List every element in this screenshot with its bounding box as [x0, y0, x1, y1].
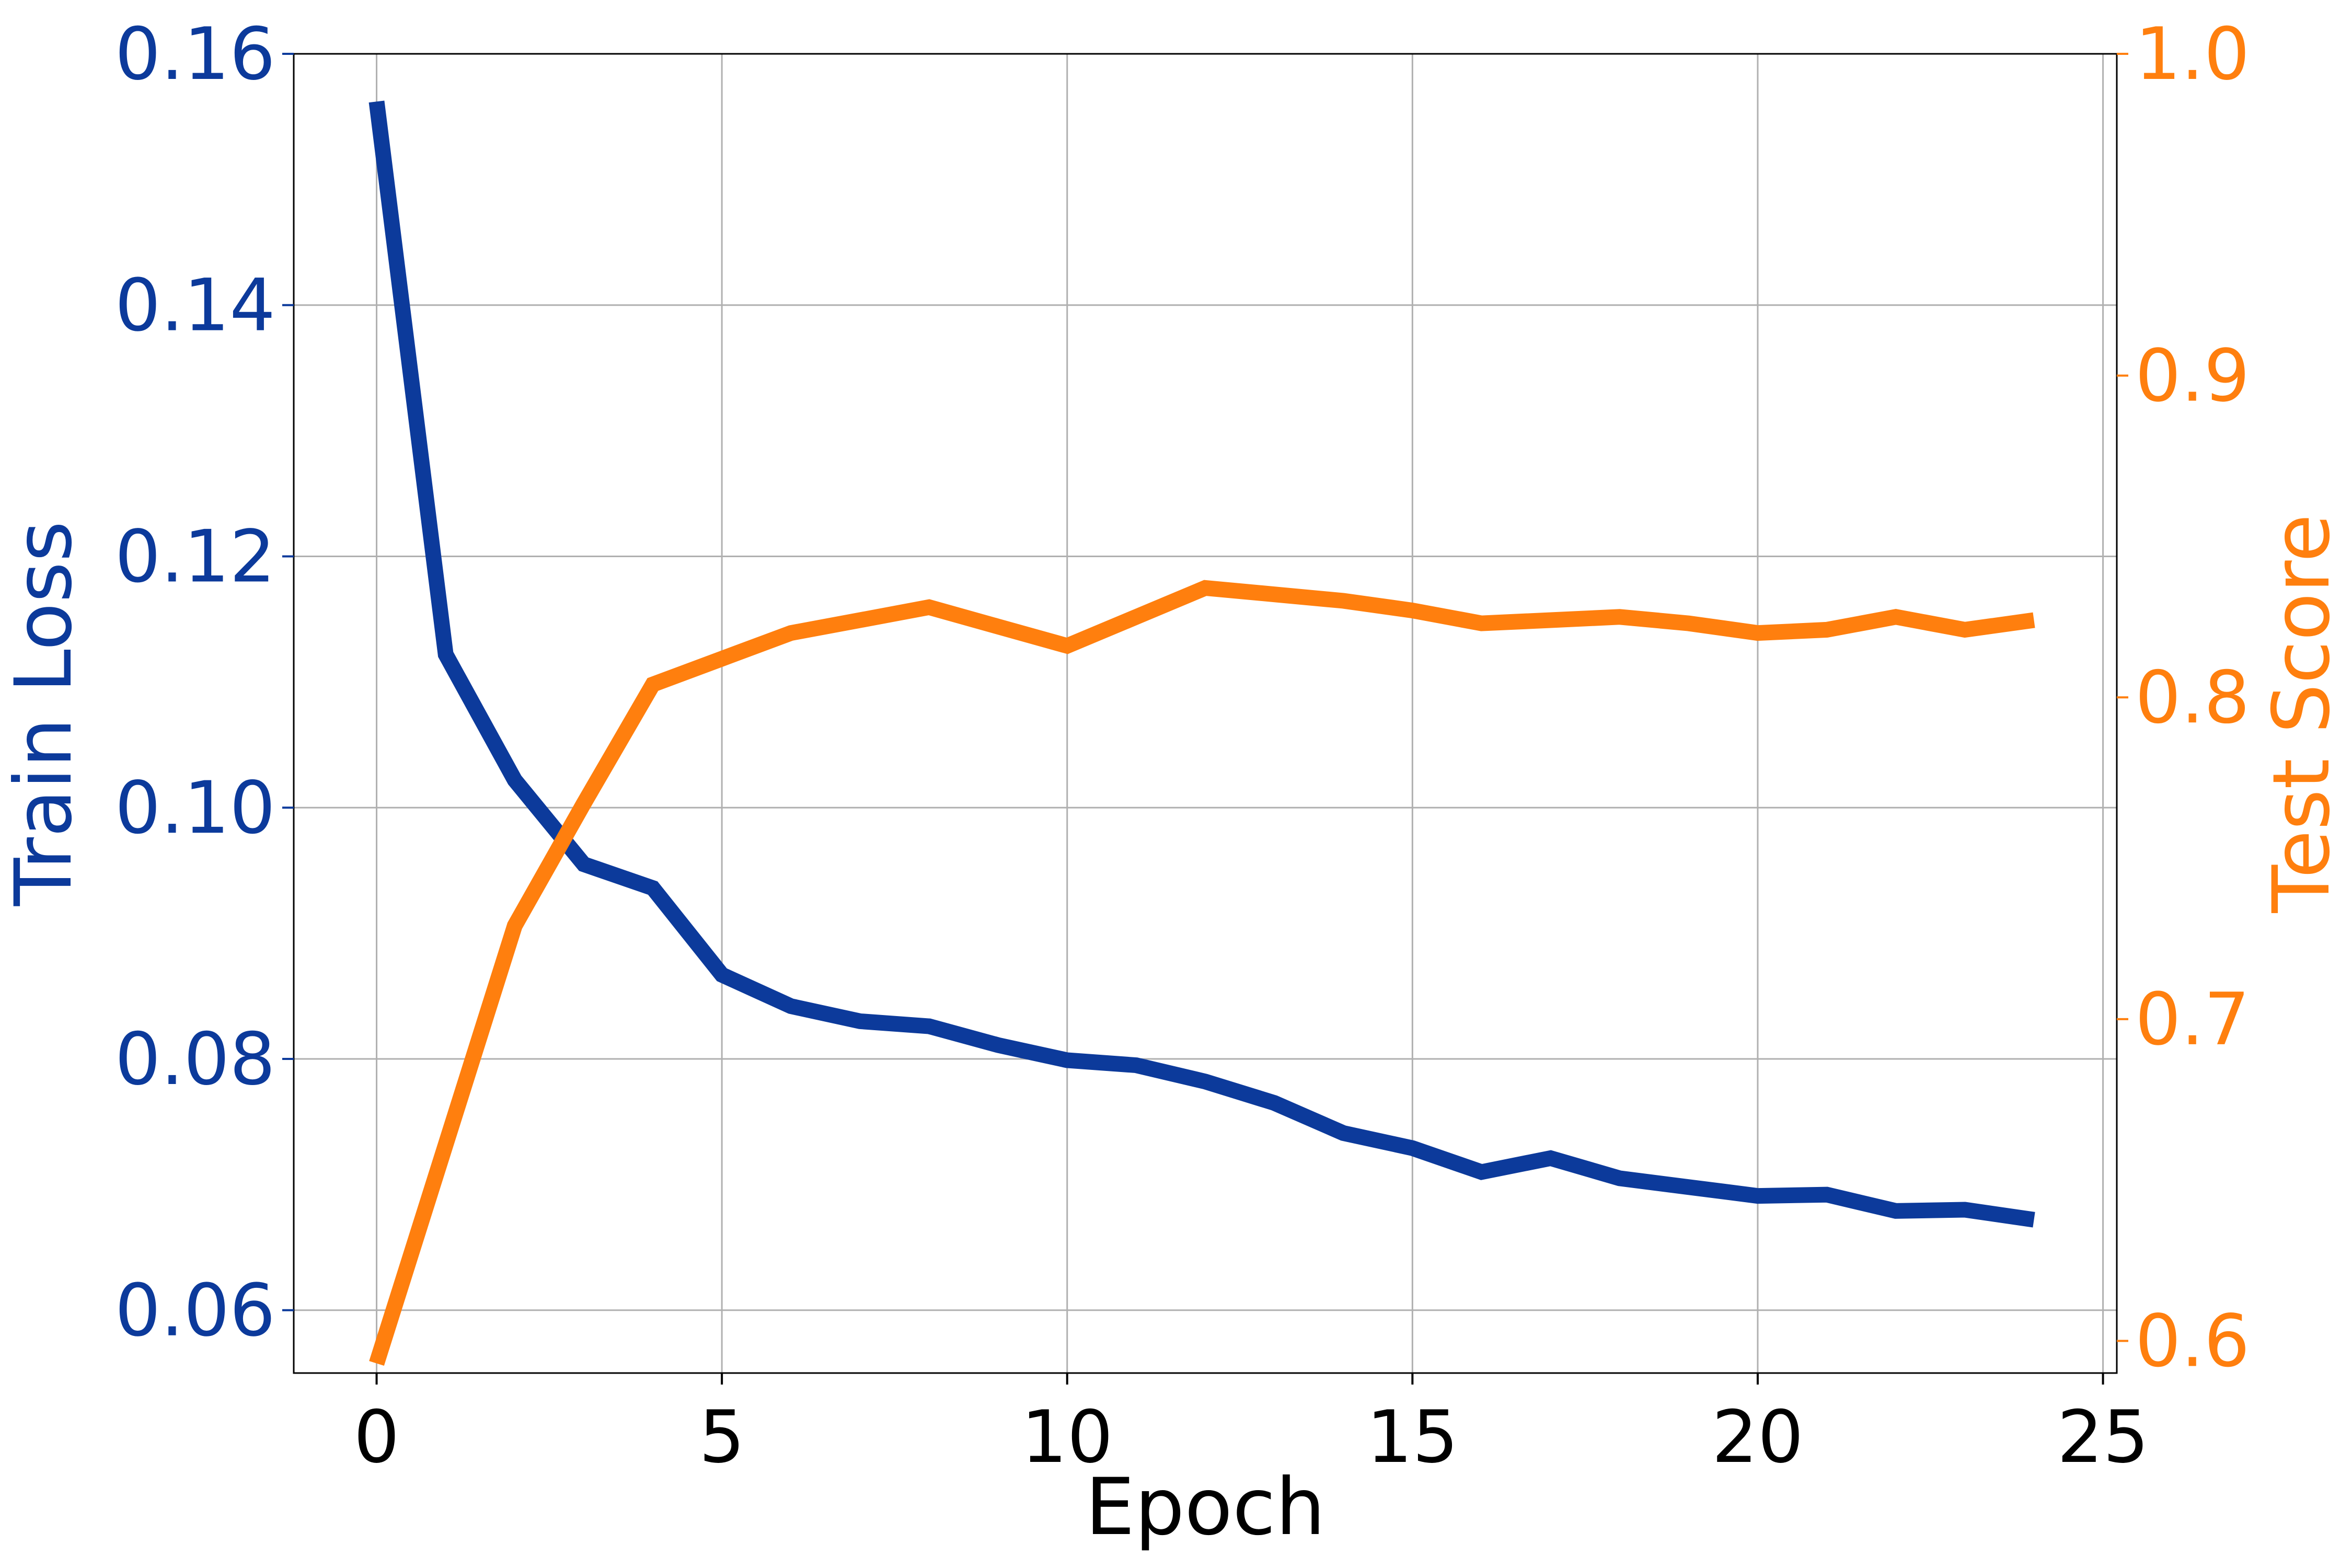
left-y-tick-label: 0.06	[115, 1269, 275, 1353]
x-tick-label: 10	[1021, 1395, 1113, 1479]
right-y-tick-label: 0.6	[2135, 1299, 2250, 1383]
ticks-layer: 0 5 10 15 20 25 0.06 0.08 0.10 0.12 0.14 0.16 0.6 0.7…	[115, 12, 2250, 1479]
test-score-line	[369, 580, 2035, 1366]
plot-frame	[293, 53, 2118, 1374]
right-y-tick-label: 0.8	[2135, 655, 2250, 740]
left-y-tick-label: 0.08	[115, 1017, 275, 1101]
left-y-tick-label: 0.12	[115, 515, 275, 599]
right-y-tick-label: 0.9	[2135, 334, 2250, 418]
train-loss-line	[368, 100, 2035, 1228]
right-y-tick-label: 1.0	[2135, 12, 2250, 96]
x-tick-label: 0	[354, 1395, 400, 1479]
x-tick-label: 25	[2057, 1395, 2149, 1479]
right-y-axis-title: Test Score	[2256, 514, 2347, 913]
left-y-tick-label: 0.14	[115, 263, 275, 348]
left-y-axis-title: Train Loss	[0, 521, 89, 907]
grid-layer	[294, 53, 2117, 1373]
series-layer	[368, 100, 2035, 1366]
left-y-tick-label: 0.16	[115, 12, 275, 96]
x-axis-title: Epoch	[1085, 1462, 1325, 1553]
x-tick-label: 5	[699, 1395, 745, 1479]
x-tick-label: 20	[1712, 1395, 1804, 1479]
right-y-tick-label: 0.7	[2135, 977, 2250, 1062]
x-tick-label: 15	[1367, 1395, 1459, 1479]
left-y-tick-label: 0.10	[115, 766, 275, 850]
